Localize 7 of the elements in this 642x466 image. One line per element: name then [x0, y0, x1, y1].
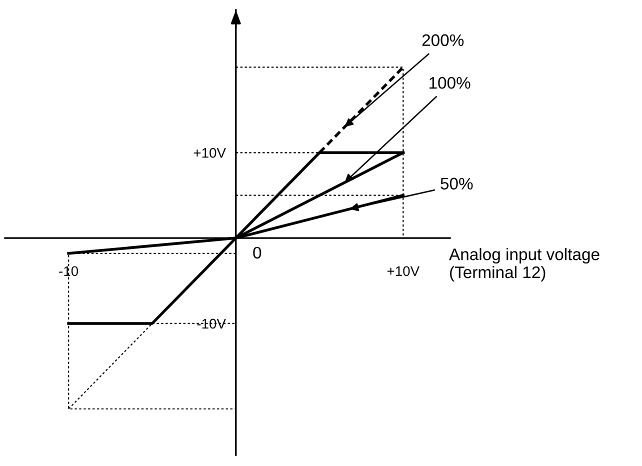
- x-axis-title: Analog input voltage (Terminal 12): [449, 248, 600, 282]
- x-tick-label: -10: [59, 266, 78, 276]
- text: 50%: [440, 178, 473, 190]
- annotation: 0: [253, 246, 262, 259]
- series-label: 200%: [422, 34, 464, 46]
- y-tick-label: -10V: [197, 318, 226, 329]
- text: 100%: [430, 76, 470, 89]
